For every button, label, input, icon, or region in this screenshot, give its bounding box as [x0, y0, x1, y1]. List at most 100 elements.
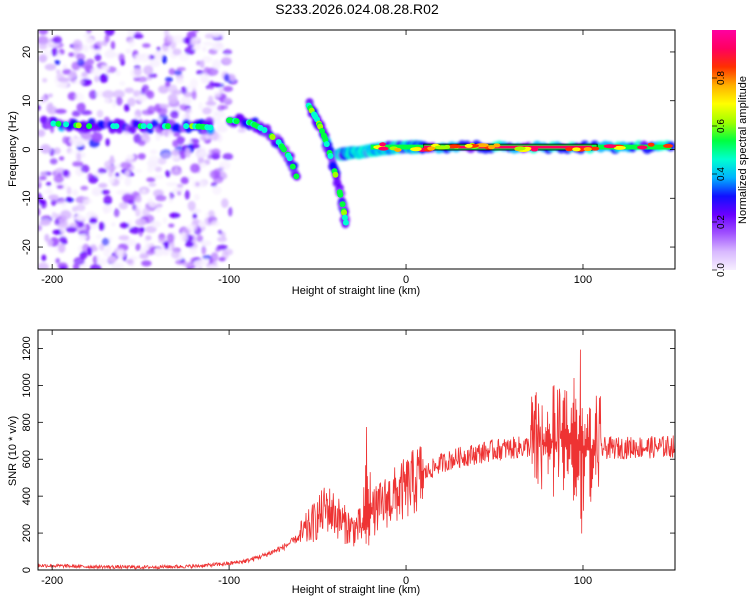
heatmap-blob	[180, 96, 192, 106]
heatmap-blob	[427, 146, 436, 151]
heatmap-blob	[221, 54, 233, 65]
heatmap-blob	[38, 43, 48, 50]
heatmap-blob	[378, 146, 389, 151]
heatmap-blob	[141, 109, 154, 116]
heatmap-blob	[150, 119, 159, 128]
heatmap-blob	[133, 67, 142, 76]
heatmap-blob	[113, 208, 120, 218]
heatmap-blob	[94, 53, 102, 62]
heatmap-blob	[104, 34, 110, 43]
heatmap-blob	[127, 30, 135, 37]
heatmap-blob	[71, 77, 76, 84]
heatmap-blob	[200, 240, 212, 247]
heatmap-blob	[41, 95, 46, 103]
colorbar-gradient	[712, 30, 736, 270]
heatmap-blob	[66, 196, 72, 203]
heatmap-blob	[207, 67, 219, 76]
heatmap-blob	[156, 46, 161, 52]
heatmap-blob	[280, 146, 287, 153]
heatmap-blob	[119, 161, 132, 169]
heatmap-blob	[202, 255, 213, 260]
snr-y-tick-label: 0	[21, 567, 33, 573]
heatmap-blob	[111, 222, 116, 227]
heatmap-blob	[233, 118, 240, 125]
heatmap-blob	[116, 249, 126, 258]
heatmap-blob	[227, 117, 234, 124]
heatmap-blob	[166, 233, 175, 243]
heatmap-blob	[107, 255, 118, 263]
snr-x-tick-label: 0	[403, 575, 409, 587]
heatmap-blob	[220, 231, 226, 239]
heatmap-blob	[89, 44, 96, 50]
colorbar-tick-label: 0.0	[716, 263, 727, 277]
heatmap-blob	[101, 189, 110, 195]
heatmap-blob	[208, 210, 215, 218]
colorbar-label: Normalized spectral amplitude	[737, 76, 749, 224]
heatmap-blob	[137, 153, 146, 160]
heatmap-blob	[86, 30, 92, 34]
heatmap-blob	[46, 181, 52, 187]
heatmap-blob	[72, 39, 83, 50]
heatmap-blob	[199, 60, 205, 69]
heatmap-blob	[168, 223, 175, 228]
heatmap-blob	[60, 228, 66, 234]
heatmap-blob	[530, 147, 539, 152]
colorbar-tick-label: 0.2	[716, 215, 727, 229]
spectrogram-x-tick-label: -200	[41, 274, 63, 286]
heatmap-blob	[94, 40, 105, 47]
heatmap-blob	[228, 206, 233, 217]
heatmap-blob	[63, 121, 70, 128]
heatmap-blob	[210, 182, 218, 187]
heatmap-blob	[74, 92, 85, 102]
heatmap-blob	[152, 247, 165, 257]
heatmap-blob	[48, 102, 54, 112]
heatmap-blob	[126, 238, 137, 247]
heatmap-blob	[198, 102, 203, 111]
heatmap-blob	[196, 234, 204, 243]
heatmap-blob	[201, 245, 207, 255]
heatmap-blob	[106, 165, 117, 171]
heatmap-blob	[183, 123, 190, 130]
heatmap-blob	[80, 185, 89, 191]
heatmap-blob	[219, 161, 231, 170]
heatmap-blob	[147, 162, 158, 170]
heatmap-blob	[118, 235, 130, 241]
heatmap-blob	[55, 120, 62, 127]
heatmap-blob	[42, 77, 48, 83]
heatmap-blob	[102, 90, 115, 99]
spectrogram-y-tick-label: -10	[21, 190, 33, 206]
heatmap-blob	[141, 260, 152, 267]
heatmap-blob	[139, 227, 145, 233]
heatmap-blob	[603, 144, 617, 149]
heatmap-blob	[149, 59, 161, 68]
heatmap-blob	[76, 53, 86, 61]
spectrogram-y-axis-label: Frequency (Hz)	[7, 111, 19, 187]
snr-y-tick-label: 400	[21, 487, 33, 505]
snr-x-axis-label: Height of straight line (km)	[292, 584, 420, 596]
heatmap-blob	[190, 163, 200, 174]
heatmap-blob	[394, 147, 402, 152]
heatmap-blob	[80, 78, 92, 87]
heatmap-blob	[40, 200, 47, 209]
snr-series-line	[38, 349, 675, 570]
heatmap-blob	[38, 30, 49, 35]
heatmap-blob	[126, 154, 136, 160]
heatmap-blob	[80, 164, 90, 173]
heatmap-blob	[341, 209, 348, 216]
heatmap-blob	[216, 125, 228, 133]
heatmap-blob	[119, 222, 130, 229]
heatmap-blob	[133, 33, 144, 39]
heatmap-blob	[178, 53, 190, 62]
heatmap-blob	[410, 147, 422, 152]
heatmap-blob	[237, 128, 247, 133]
heatmap-blob	[76, 211, 82, 221]
heatmap-blob	[187, 200, 196, 211]
heatmap-blob	[81, 71, 88, 78]
heatmap-blob	[76, 152, 82, 163]
heatmap-blob	[222, 153, 234, 161]
heatmap-blob	[293, 173, 300, 180]
heatmap-blob	[182, 37, 192, 44]
heatmap-blob	[75, 122, 82, 129]
heatmap-blob	[179, 103, 188, 111]
